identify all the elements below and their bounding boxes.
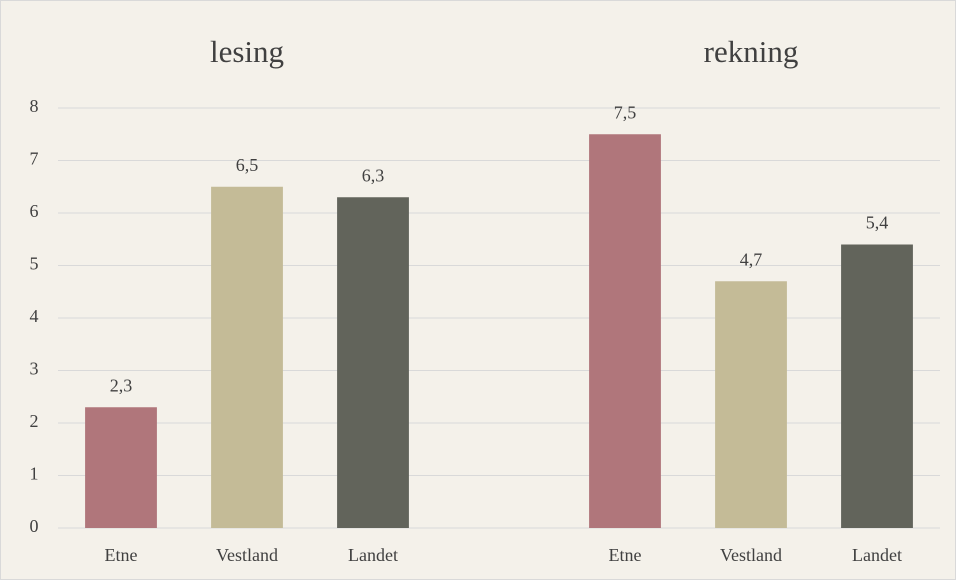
bar (211, 186, 283, 528)
data-label: 6,3 (362, 165, 385, 185)
y-tick-label: 2 (30, 411, 39, 431)
group-title: rekning (704, 34, 799, 69)
x-tick-label: Vestland (720, 545, 782, 565)
y-tick-label: 4 (30, 306, 39, 326)
y-tick-label: 0 (30, 516, 39, 536)
y-tick-label: 8 (30, 96, 39, 116)
x-tick-label: Etne (609, 545, 642, 565)
x-tick-label: Etne (105, 545, 138, 565)
group-title: lesing (210, 34, 284, 69)
y-tick-label: 3 (30, 359, 39, 379)
data-label: 2,3 (110, 375, 133, 395)
data-label: 7,5 (614, 102, 637, 122)
data-label: 4,7 (740, 249, 763, 269)
x-tick-label: Vestland (216, 545, 278, 565)
bar (337, 197, 409, 528)
bar (715, 281, 787, 528)
data-label: 5,4 (866, 213, 889, 233)
y-tick-label: 5 (30, 254, 39, 274)
bar (841, 244, 913, 528)
bar (589, 134, 661, 528)
x-tick-label: Landet (348, 545, 398, 565)
bar (85, 407, 157, 528)
y-tick-label: 6 (30, 201, 39, 221)
x-tick-label: Landet (852, 545, 902, 565)
y-tick-label: 7 (30, 149, 39, 169)
y-tick-label: 1 (30, 464, 39, 484)
data-label: 6,5 (236, 155, 259, 175)
